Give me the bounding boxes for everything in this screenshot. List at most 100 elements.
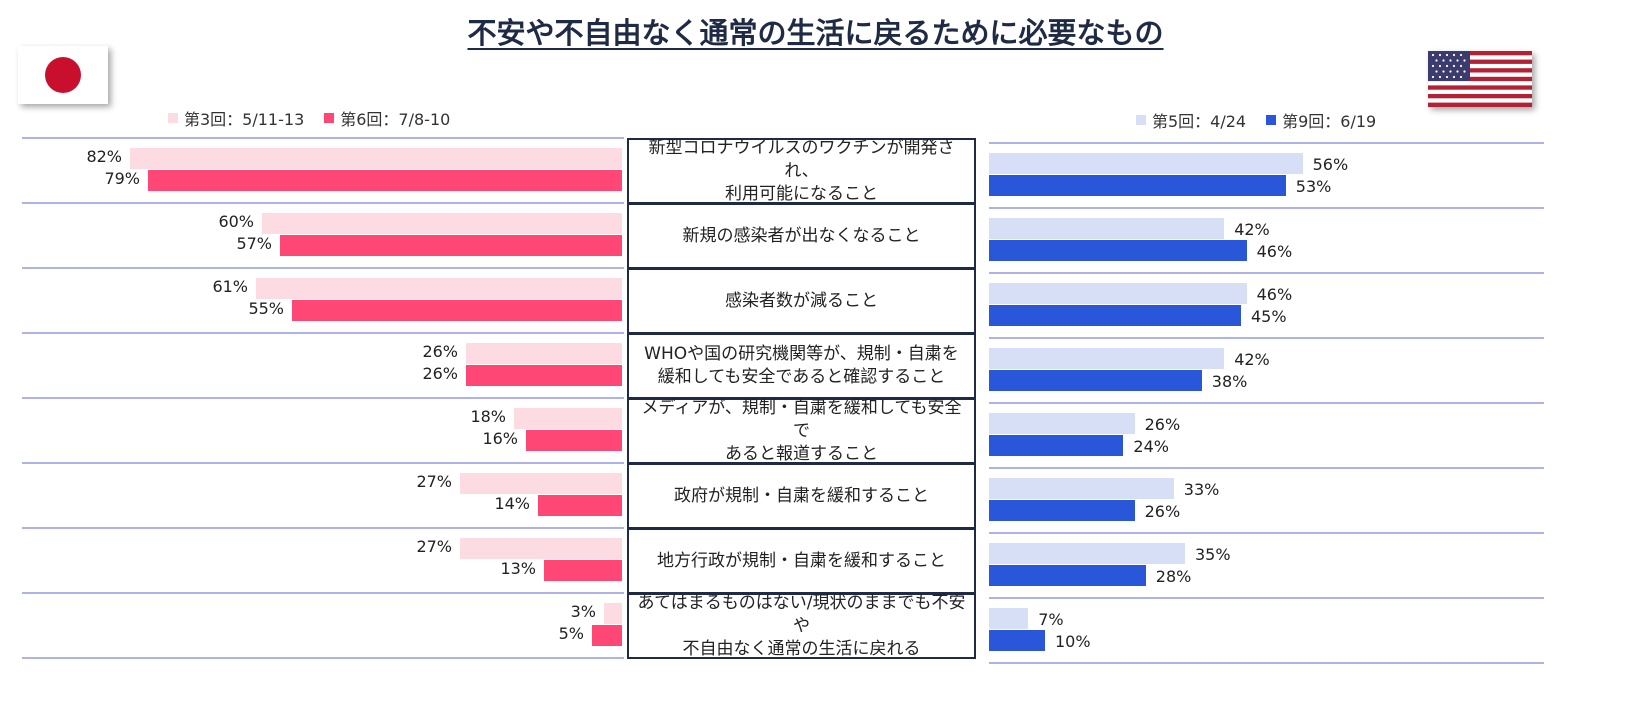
row-separator-right — [989, 467, 1544, 469]
row-separator-right — [989, 272, 1544, 274]
category-text-line: 感染者数が減ること — [725, 290, 878, 311]
japan-value-label: 57% — [236, 234, 272, 253]
japan-value-label: 3% — [570, 602, 596, 621]
japan-bar — [262, 213, 622, 234]
usa-value-label: 46% — [1256, 242, 1293, 261]
legend-label: 第3回：5/11-13 — [184, 110, 305, 129]
usa-value-label: 26% — [1144, 415, 1181, 434]
usa-value-label: 10% — [1055, 632, 1091, 651]
usa-value-label: 33% — [1183, 480, 1220, 499]
category-text-line: あてはまるものはない/現状のままでも不安や — [637, 592, 966, 636]
japan-bar — [466, 365, 622, 386]
category-text: 政府が規制・自粛を緩和すること — [674, 485, 929, 508]
japan-bar — [460, 538, 622, 559]
usa-bar — [989, 413, 1135, 434]
legend-swatch — [324, 113, 335, 123]
usa-value-label: 53% — [1295, 177, 1332, 196]
row-separator-right — [989, 142, 1544, 144]
japan-value-label: 55% — [248, 299, 284, 318]
row-separator-left — [22, 332, 624, 334]
japan-bar — [526, 430, 622, 451]
legend-swatch — [1136, 115, 1146, 125]
japan-value-label: 27% — [416, 472, 452, 491]
usa-value-label: 26% — [1144, 502, 1181, 521]
category-text-line: 緩和しても安全であると確認すること — [657, 367, 946, 387]
category-label: あてはまるものはない/現状のままでも不安や 不自由なく通常の生活に戻れる — [627, 593, 976, 659]
usa-bar — [989, 240, 1247, 261]
legend-label: 第9回：6/19 — [1282, 112, 1377, 131]
usa-bar — [989, 305, 1241, 326]
category-text-line: 政府が規制・自粛を緩和すること — [674, 485, 929, 506]
row-separator-left — [22, 462, 624, 464]
row-separator-right — [989, 597, 1544, 599]
usa-value-label: 35% — [1195, 545, 1231, 564]
japan-value-label: 16% — [482, 429, 518, 448]
row-separator-left — [22, 592, 624, 594]
usa-value-label: 46% — [1256, 285, 1293, 304]
legend-label: 第6回：7/8-10 — [340, 110, 451, 129]
usa-value-label: 45% — [1251, 307, 1287, 326]
usa-bar — [989, 565, 1146, 586]
legend-item-usa-wave9: 第9回：6/19 — [1266, 108, 1376, 132]
legend-swatch — [1266, 115, 1277, 125]
usa-value-label: 42% — [1234, 220, 1270, 239]
row-separator-right — [989, 662, 1544, 664]
category-text-line: 新規の感染者が出なくなること — [682, 225, 921, 246]
japan-bar — [292, 300, 622, 321]
legend-item-japan-wave6: 第6回：7/8-10 — [324, 106, 450, 130]
row-separator-right — [989, 532, 1544, 534]
category-text-line: メディアが、規制・自粛を緩和しても安全で — [641, 397, 962, 441]
category-text: 地方行政が規制・自粛を緩和すること — [657, 550, 946, 573]
category-text-line: 地方行政が規制・自粛を緩和すること — [657, 550, 946, 571]
japan-legend: 第3回：5/11-13 第6回：7/8-10 — [168, 106, 470, 130]
chart-title: 不安や不自由なく通常の生活に戻るために必要なもの — [467, 16, 1164, 50]
category-text: あてはまるものはない/現状のままでも不安や 不自由なく通常の生活に戻れる — [635, 592, 968, 661]
japan-bar — [130, 148, 622, 169]
category-label: 政府が規制・自粛を緩和すること — [627, 463, 976, 529]
usa-bar — [989, 153, 1303, 174]
category-text-line: 新型コロナウイルスのワクチンが開発され、 — [648, 137, 955, 181]
usa-value-label: 56% — [1312, 155, 1349, 174]
usa-value-label: 38% — [1211, 372, 1248, 391]
usa-bar — [989, 348, 1225, 369]
japan-value-label: 26% — [422, 364, 458, 383]
row-separator-left — [22, 137, 624, 139]
category-text: 新規の感染者が出なくなること — [683, 225, 921, 248]
category-text-line: 利用可能になること — [725, 183, 878, 204]
japan-value-label: 27% — [416, 537, 452, 556]
category-label: 感染者数が減ること — [627, 268, 976, 334]
us-flag-icon — [1428, 51, 1532, 107]
japan-value-label: 13% — [500, 559, 536, 578]
usa-value-label: 7% — [1038, 610, 1064, 629]
category-text: WHOや国の研究機関等が、規制・自粛を 緩和しても安全であると確認すること — [644, 343, 959, 389]
japan-value-label: 61% — [212, 277, 248, 296]
usa-bar — [989, 175, 1286, 196]
legend-swatch — [168, 113, 178, 123]
usa-value-label: 42% — [1234, 350, 1270, 369]
japan-value-label: 18% — [470, 407, 506, 426]
category-text: 感染者数が減ること — [725, 290, 878, 313]
category-text-line: 不自由なく通常の生活に戻れる — [682, 638, 921, 659]
row-separator-left — [22, 202, 624, 204]
row-separator-left — [22, 267, 624, 269]
usa-bar — [989, 543, 1185, 564]
japan-bar — [538, 495, 622, 516]
legend-item-usa-wave5: 第5回：4/24 — [1136, 108, 1246, 132]
japan-value-label: 26% — [422, 342, 458, 361]
japan-value-label: 79% — [104, 169, 140, 188]
japan-value-label: 60% — [218, 212, 254, 231]
japan-bar — [460, 473, 622, 494]
usa-value-label: 24% — [1133, 437, 1169, 456]
row-separator-right — [989, 207, 1544, 209]
category-text-line: あると報道すること — [725, 443, 878, 464]
usa-legend: 第5回：4/24 第9回：6/19 — [1136, 108, 1396, 132]
japan-bar — [256, 278, 622, 299]
usa-bar — [989, 630, 1045, 651]
usa-bar — [989, 500, 1135, 521]
row-separator-right — [989, 402, 1544, 404]
category-label: WHOや国の研究機関等が、規制・自粛を 緩和しても安全であると確認すること — [627, 333, 976, 399]
category-label: 新規の感染者が出なくなること — [627, 203, 976, 269]
japan-value-label: 5% — [558, 624, 584, 643]
usa-bar — [989, 608, 1029, 629]
japan-value-label: 82% — [86, 147, 122, 166]
